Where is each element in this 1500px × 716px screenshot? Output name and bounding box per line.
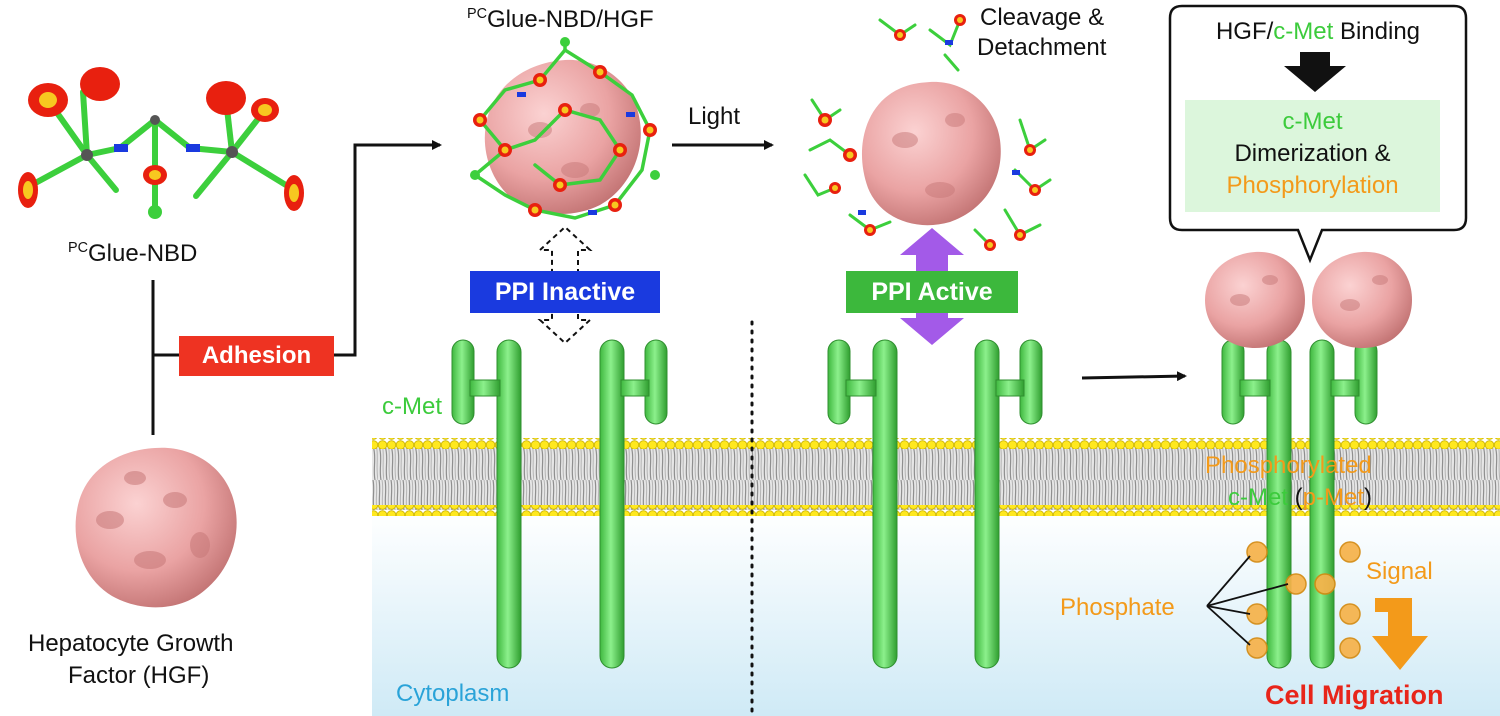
complex-label: PCGlue-NBD/HGF bbox=[467, 6, 654, 34]
phosphorylated-pmet: p-Met bbox=[1302, 484, 1365, 511]
glue-nbd-label: PCGlue-NBD bbox=[68, 240, 197, 268]
callout-binding-hgf: HGF/ bbox=[1215, 18, 1274, 45]
phosphate-groups bbox=[1246, 541, 1361, 659]
detached-hgf bbox=[861, 81, 1001, 226]
cleavage-label-line2: Detachment bbox=[977, 34, 1107, 61]
callout-down-arrow bbox=[1284, 52, 1346, 92]
ppi-active-tag: PPI Active bbox=[846, 271, 1018, 313]
complex-text: Glue-NBD/HGF bbox=[487, 6, 654, 33]
phosphorylated-open: ( bbox=[1288, 484, 1303, 511]
signal-arrow bbox=[1372, 598, 1428, 670]
adhesion-tag: Adhesion bbox=[179, 336, 334, 376]
cleaved-fragment-caps bbox=[818, 14, 1041, 251]
hgf-label-line1: Hepatocyte Growth bbox=[28, 630, 234, 657]
cleavage-label-line1: Cleavage & bbox=[980, 4, 1105, 31]
callout-phosphorylation: Phosphorylation bbox=[1226, 172, 1399, 199]
phosphorylated-close: ) bbox=[1364, 484, 1373, 511]
hgf-label-line2: Factor (HGF) bbox=[68, 662, 210, 689]
dimerization-arrow bbox=[1081, 371, 1187, 382]
ppi-inactive-tag: PPI Inactive bbox=[470, 271, 660, 313]
phosphate-label: Phosphate bbox=[1060, 594, 1175, 621]
bound-hgf-pair bbox=[1205, 251, 1412, 348]
glue-nbd-text: Glue-NBD bbox=[88, 240, 198, 267]
phosphorylated-cmet: c-Met bbox=[1228, 484, 1288, 511]
callout-inner-box bbox=[1185, 100, 1440, 212]
signal-label: Signal bbox=[1366, 558, 1433, 585]
cell-migration-label: Cell Migration bbox=[1265, 680, 1444, 710]
phosphorylated-line2: c-Met (p-Met) bbox=[1228, 484, 1372, 512]
light-label: Light bbox=[688, 103, 741, 130]
cmet-label: c-Met bbox=[382, 393, 442, 420]
glue-hgf-complex bbox=[470, 37, 660, 220]
callout-binding-text: HGF/c-Met Binding bbox=[1182, 18, 1454, 46]
hgf-protein bbox=[75, 447, 237, 608]
callout-binding-cmet: c-Met bbox=[1273, 18, 1334, 45]
cytoplasm-label: Cytoplasm bbox=[396, 680, 510, 707]
phosphate-pointer-lines bbox=[1206, 555, 1289, 646]
glue-nbd-superscript: PC bbox=[68, 240, 88, 256]
complex-superscript: PC bbox=[467, 6, 487, 22]
glue-nbd-molecule bbox=[18, 67, 304, 219]
callout-dimerization: Dimerization & bbox=[1234, 140, 1391, 167]
phosphorylated-line1: Phosphorylated bbox=[1205, 452, 1372, 479]
callout-cmet: c-Met bbox=[1282, 108, 1343, 135]
callout-binding-rest: Binding bbox=[1333, 18, 1421, 45]
